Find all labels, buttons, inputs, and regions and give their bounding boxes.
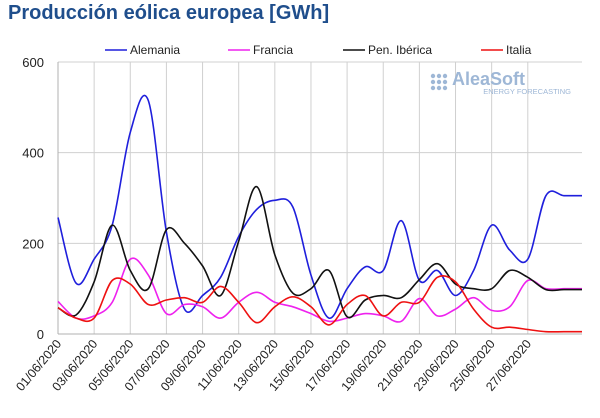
y-tick-label: 400: [22, 146, 44, 161]
aleasoft-logo: AleaSoft ENERGY FORECASTING: [430, 69, 571, 96]
legend-label-0: Alemania: [130, 43, 180, 57]
legend-label-1: Francia: [253, 43, 293, 57]
series-lines: [57, 94, 582, 333]
y-tick-label: 200: [22, 236, 44, 251]
legend-label-2: Pen. Ibérica: [368, 43, 432, 57]
series-line-2: [57, 185, 582, 319]
logo-dots-icon: [430, 73, 448, 91]
logo-subtitle: ENERGY FORECASTING: [483, 87, 571, 96]
y-tick-label: 0: [37, 327, 44, 342]
grid: [57, 61, 582, 335]
legend: Alemania Francia Pen. Ibérica Italia: [105, 43, 532, 57]
chart-title: Producción eólica europea [GWh]: [8, 2, 330, 24]
series-line-0: [57, 94, 582, 319]
logo-text: AleaSoft: [452, 69, 525, 89]
y-tick-label: 600: [22, 55, 44, 70]
series-line-3: [57, 275, 582, 333]
legend-label-3: Italia: [506, 43, 532, 57]
